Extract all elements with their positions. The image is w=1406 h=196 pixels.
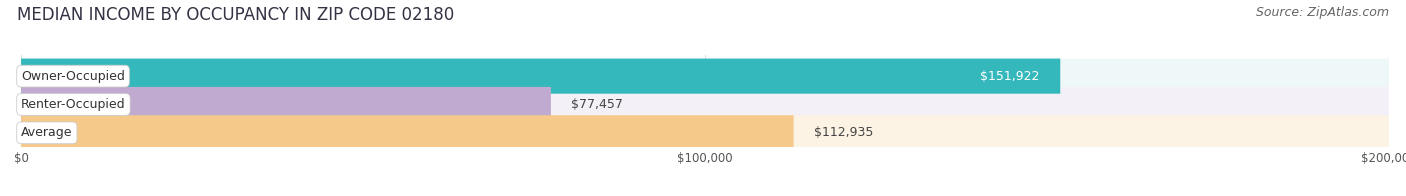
- FancyBboxPatch shape: [21, 59, 1389, 94]
- Text: Source: ZipAtlas.com: Source: ZipAtlas.com: [1256, 6, 1389, 19]
- FancyBboxPatch shape: [21, 87, 551, 122]
- Text: $151,922: $151,922: [980, 70, 1040, 83]
- Text: Average: Average: [21, 126, 73, 139]
- Text: Owner-Occupied: Owner-Occupied: [21, 70, 125, 83]
- Text: Renter-Occupied: Renter-Occupied: [21, 98, 125, 111]
- Text: $77,457: $77,457: [571, 98, 623, 111]
- Text: $112,935: $112,935: [814, 126, 873, 139]
- FancyBboxPatch shape: [21, 59, 1060, 94]
- Text: MEDIAN INCOME BY OCCUPANCY IN ZIP CODE 02180: MEDIAN INCOME BY OCCUPANCY IN ZIP CODE 0…: [17, 6, 454, 24]
- FancyBboxPatch shape: [21, 115, 793, 150]
- FancyBboxPatch shape: [21, 115, 1389, 150]
- FancyBboxPatch shape: [21, 87, 1389, 122]
